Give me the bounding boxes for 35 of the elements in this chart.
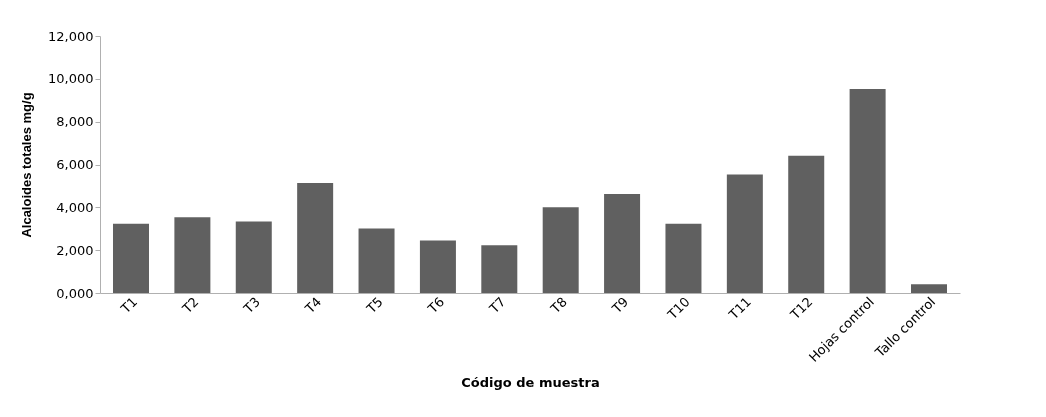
x-tick-label: T10 [664, 294, 693, 323]
x-tick-label: T7 [485, 294, 509, 317]
bar [297, 182, 334, 293]
x-tick-label: T6 [424, 294, 448, 317]
x-axis-title: Código de muestra [461, 374, 600, 390]
x-tick-label: T3 [240, 294, 263, 317]
x-tick-label: T5 [362, 294, 386, 317]
y-tick-label: 0,000 [56, 285, 94, 301]
bar [235, 221, 272, 293]
x-tick-label: T2 [178, 294, 202, 317]
x-tick-label: T4 [301, 294, 325, 317]
bar [665, 223, 702, 293]
bar [726, 174, 763, 293]
bar [419, 240, 456, 293]
bar [849, 88, 886, 293]
y-tick-label: 6,000 [56, 157, 94, 172]
bar [788, 155, 825, 293]
y-tick-label: 4,000 [56, 199, 94, 215]
x-tick-label: T9 [608, 294, 632, 317]
x-tick-label: T12 [786, 294, 816, 323]
bar [911, 284, 947, 293]
bar [113, 223, 149, 293]
bar [358, 228, 395, 293]
bar [174, 217, 211, 293]
x-tick-label: T8 [547, 294, 570, 317]
x-tick-label: T1 [117, 294, 141, 317]
y-tick-label: 2,000 [56, 242, 94, 258]
bar [542, 207, 579, 293]
y-tick-label: 10,000 [48, 71, 94, 87]
y-tick-label: 8,000 [56, 114, 94, 130]
x-tick-label: T11 [725, 294, 755, 323]
bar [481, 245, 518, 293]
y-axis-title: Alcaloides totales mg/g [19, 92, 35, 238]
y-tick-label: 12,000 [48, 28, 94, 44]
bar [604, 194, 641, 293]
